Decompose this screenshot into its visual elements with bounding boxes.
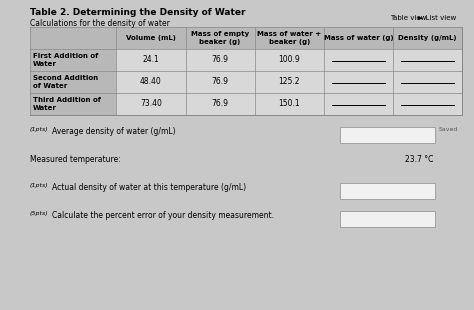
Text: (1pts): (1pts) — [30, 183, 49, 188]
Text: 125.2: 125.2 — [278, 78, 300, 86]
Text: Actual density of water at this temperature (g/mL): Actual density of water at this temperat… — [52, 183, 246, 192]
Text: Measured temperature:: Measured temperature: — [30, 155, 121, 164]
Text: First Addition of
Water: First Addition of Water — [33, 53, 98, 67]
Text: 73.40: 73.40 — [140, 100, 162, 108]
Text: Second Addition
of Water: Second Addition of Water — [33, 75, 98, 89]
Text: Mass of water +
beaker (g): Mass of water + beaker (g) — [257, 31, 321, 45]
Bar — [340, 127, 435, 143]
Bar — [30, 27, 117, 115]
Text: ► List view: ► List view — [418, 15, 456, 21]
Bar — [30, 27, 462, 49]
Text: Mass of water (g): Mass of water (g) — [324, 35, 393, 41]
Text: 76.9: 76.9 — [211, 100, 228, 108]
Text: Mass of empty
beaker (g): Mass of empty beaker (g) — [191, 31, 249, 45]
Text: 76.9: 76.9 — [211, 78, 228, 86]
Bar — [340, 183, 435, 199]
Text: 150.1: 150.1 — [278, 100, 300, 108]
Text: (1pts): (1pts) — [30, 127, 49, 132]
Text: 100.9: 100.9 — [278, 55, 300, 64]
Bar — [30, 27, 462, 115]
Text: Table view: Table view — [390, 15, 427, 21]
Text: Table 2. Determining the Density of Water: Table 2. Determining the Density of Wate… — [30, 8, 246, 17]
Text: 76.9: 76.9 — [211, 55, 228, 64]
Text: 48.40: 48.40 — [140, 78, 162, 86]
Text: (5pts): (5pts) — [30, 211, 49, 216]
Text: 24.1: 24.1 — [143, 55, 159, 64]
Text: 23.7 °C: 23.7 °C — [405, 155, 433, 164]
Text: Density (g/mL): Density (g/mL) — [398, 35, 456, 41]
Text: Average density of water (g/mL): Average density of water (g/mL) — [52, 127, 176, 136]
Text: Third Addition of
Water: Third Addition of Water — [33, 97, 101, 111]
Bar — [340, 211, 435, 227]
Text: Saved: Saved — [439, 127, 458, 132]
Text: Calculate the percent error of your density measurement.: Calculate the percent error of your dens… — [52, 211, 274, 220]
Text: Volume (mL): Volume (mL) — [126, 35, 176, 41]
Text: Calculations for the density of water: Calculations for the density of water — [30, 19, 170, 28]
